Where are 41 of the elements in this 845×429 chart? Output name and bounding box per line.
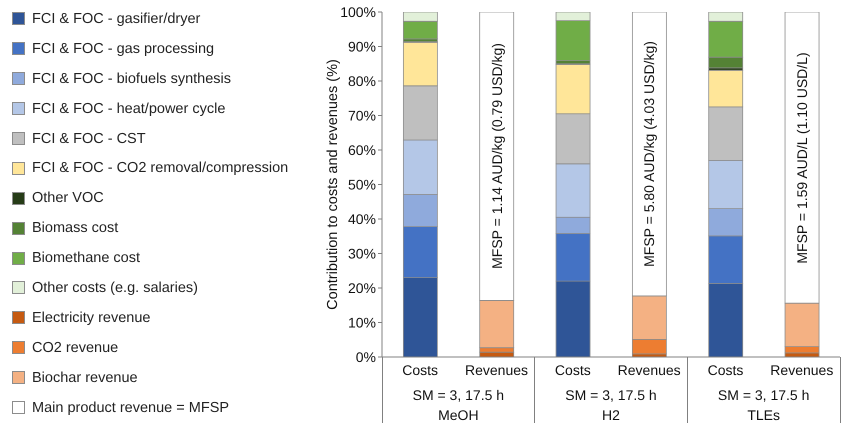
legend-label: Other costs (e.g. salaries) [32,280,198,296]
legend-label: FCI & FOC - CST [32,130,146,146]
text: SM = 3, 17.5 h [412,387,504,403]
text: MeOH [438,407,479,423]
legend-label: Main product revenue = MFSP [32,400,230,416]
legend-label: Biomethane cost [32,250,140,266]
y-tick-label: 70% [348,107,376,124]
y-axis-title: Contribution to costs and revenues (%) [325,59,342,310]
y-tick-label: 100% [340,4,376,20]
legend-label: CO2 revenue [32,340,118,356]
legend-label: FCI & FOC - gasifier/dryer [32,10,200,27]
y-tick-label: 30% [348,245,376,262]
legend-label: FCI & FOC - CO2 removal/compression [32,160,288,176]
legend-label: Biochar revenue [32,370,138,386]
annotation: MFSP = 1.59 AUD/L (1.10 USD/L) [794,52,810,264]
x-tick-label: Revenues [770,362,834,378]
y-tick-label: 60% [348,142,376,158]
legend-label: Biomass cost [32,220,118,236]
text: SM = 3, 17.5 h [718,387,810,403]
y-tick-label: 0% [356,348,376,365]
y-tick-label: 50% [348,176,376,192]
text: TLEs [747,407,780,423]
annotation: MFSP = 1.14 AUD/kg (0.79 USD/kg) [488,43,504,270]
x-tick-label: Costs [402,362,438,378]
legend-label: FCI & FOC - biofuels synthesis [32,70,232,87]
legend-label: FCI & FOC - gas processing [32,40,214,57]
x-tick-label: Costs [554,362,591,378]
y-tick-label: 80% [348,72,376,89]
y-tick-label: 20% [348,280,376,296]
text: SM = 3, 17.5 h [565,387,657,403]
text: H2 [602,407,620,423]
legend-label: Other VOC [32,190,104,206]
annotation: MFSP = 5.80 AUD/kg (4.03 USD/kg) [641,41,658,267]
x-tick-label: Revenues [618,362,681,378]
legend-label: FCI & FOC - heat/power cycle [32,100,226,117]
x-tick-label: Costs [708,362,744,378]
y-tick-label: 10% [348,314,376,330]
legend-label: Electricity revenue [32,310,150,326]
x-tick-label: Revenues [464,362,528,378]
y-tick-label: 90% [348,38,376,54]
y-tick-label: 40% [348,210,376,227]
